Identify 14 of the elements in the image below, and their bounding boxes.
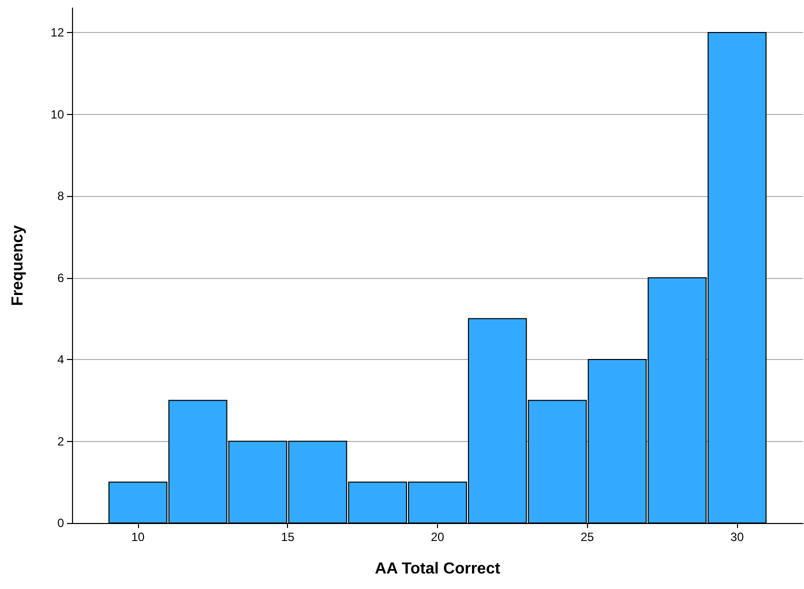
y-tick-label: 4 <box>57 352 64 367</box>
x-tick-label: 30 <box>730 530 744 544</box>
y-tick-label: 8 <box>57 189 64 204</box>
x-tick-label: 10 <box>131 530 145 544</box>
x-tick-label: 20 <box>430 530 444 544</box>
y-tick-label: 0 <box>57 516 64 530</box>
x-axis-title: AA Total Correct <box>374 560 501 578</box>
y-tick-label: 12 <box>50 26 64 40</box>
x-tick-label: 15 <box>281 530 295 544</box>
y-axis-title: Frequency <box>10 224 26 306</box>
x-tick-label: 25 <box>580 530 594 544</box>
y-tick-label: 6 <box>57 270 64 285</box>
y-tick-label: 2 <box>57 434 64 448</box>
y-tick-label: 10 <box>50 107 64 122</box>
